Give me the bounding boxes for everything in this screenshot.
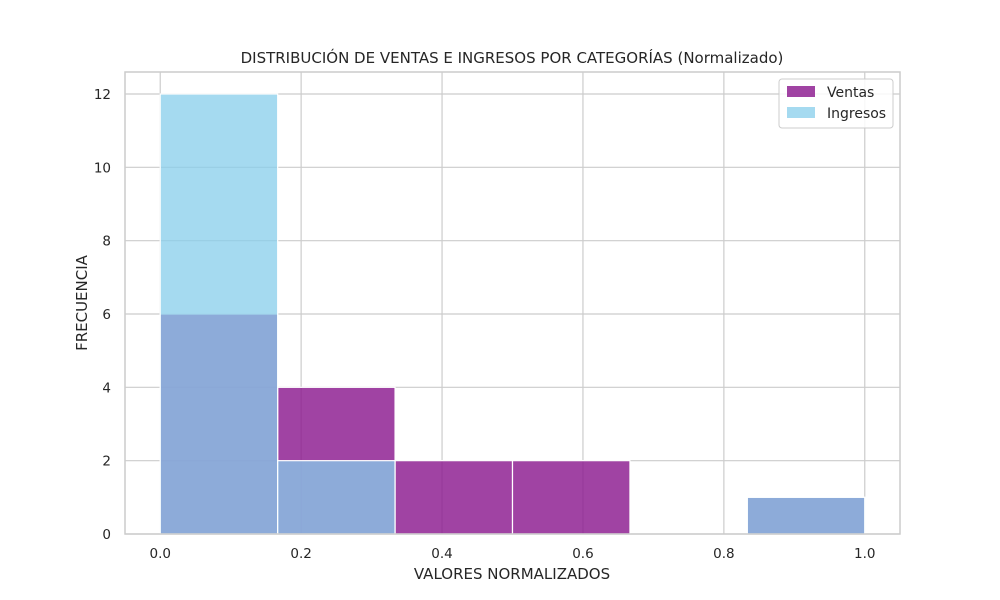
- chart-title: DISTRIBUCIÓN DE VENTAS E INGRESOS POR CA…: [241, 48, 784, 67]
- histogram-bar-ingresos-1: [277, 460, 396, 535]
- y-tick-label: 6: [102, 307, 111, 323]
- histogram-bar-ventas-2: [394, 460, 514, 535]
- x-tick-label: 1.0: [854, 546, 875, 562]
- y-tick-label: 2: [102, 454, 111, 470]
- plot-frame: [124, 71, 901, 535]
- histogram-bar-ventas-3: [511, 460, 631, 535]
- ticks-layer: 0.0 0.2 0.4 0.6 0.8 1.0 0 2 4 6 8 10 12: [94, 87, 876, 562]
- x-axis-label: VALORES NORMALIZADOS: [414, 565, 610, 583]
- x-tick-label: 0.4: [431, 546, 452, 562]
- legend-swatch-ingresos: [787, 107, 815, 118]
- y-tick-label: 12: [94, 87, 111, 103]
- y-tick-label: 4: [102, 380, 111, 396]
- legend-swatch-ventas: [787, 86, 815, 97]
- legend: Ventas Ingresos: [778, 78, 894, 129]
- y-tick-label: 0: [102, 527, 111, 543]
- bars-layer: [159, 93, 866, 535]
- legend-label-ingresos: Ingresos: [827, 106, 886, 122]
- x-tick-label: 0.0: [149, 546, 170, 562]
- y-tick-label: 8: [102, 234, 111, 250]
- x-tick-label: 0.2: [290, 546, 311, 562]
- y-tick-label: 10: [94, 160, 111, 176]
- histogram-bar-ingresos-5: [746, 496, 866, 535]
- histogram-bar-ingresos-0: [159, 93, 279, 535]
- legend-label-ventas: Ventas: [827, 85, 874, 101]
- x-tick-label: 0.6: [572, 546, 593, 562]
- x-tick-label: 0.8: [713, 546, 734, 562]
- y-axis-label: FRECUENCIA: [73, 254, 91, 351]
